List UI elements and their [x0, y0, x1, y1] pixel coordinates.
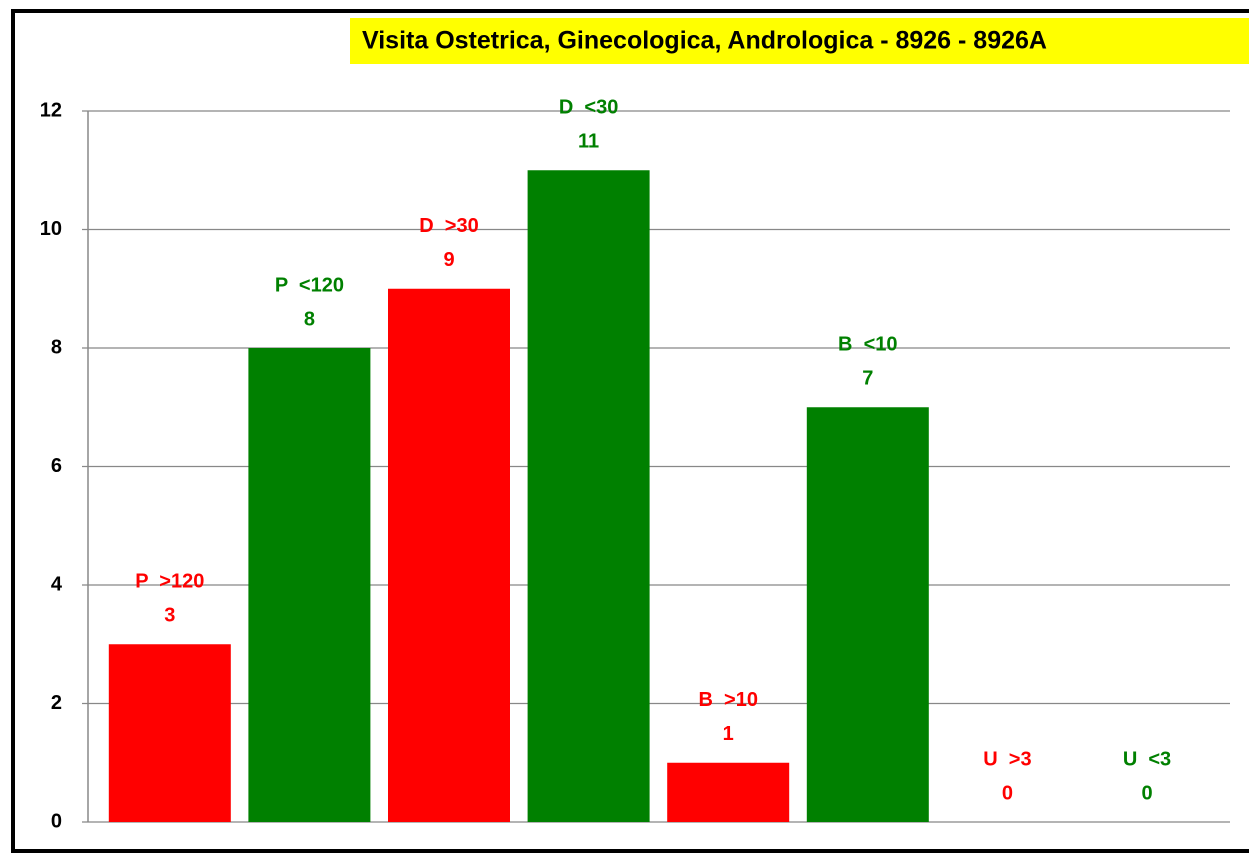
value-label: 11: [578, 131, 599, 153]
y-tick-label: 4: [51, 573, 63, 595]
bar: [108, 644, 231, 822]
bar: [667, 762, 790, 822]
bar: [527, 170, 650, 822]
y-tick-label: 2: [51, 692, 62, 714]
category-label: B <10: [838, 334, 897, 356]
y-tick-label: 12: [40, 99, 62, 121]
category-label: U <3: [1123, 748, 1171, 770]
category-label: D <30: [559, 97, 618, 119]
value-label: 0: [1002, 782, 1013, 804]
value-label: 1: [723, 723, 734, 745]
category-label: D >30: [419, 215, 478, 237]
bar: [388, 288, 510, 822]
title-background: [350, 18, 1249, 64]
y-tick-label: 6: [51, 455, 62, 477]
chart-title: Visita Ostetrica, Ginecologica, Androlog…: [362, 27, 1047, 55]
value-label: 3: [164, 605, 175, 627]
y-tick-label: 8: [51, 336, 62, 358]
category-label: U >3: [983, 748, 1031, 770]
category-label: P <120: [275, 274, 344, 296]
value-label: 7: [862, 368, 873, 390]
y-tick-label: 0: [51, 810, 62, 832]
y-tick-label: 10: [40, 218, 62, 240]
value-label: 8: [304, 308, 315, 330]
category-label: P >120: [135, 571, 204, 593]
bar: [248, 348, 371, 822]
value-label: 9: [443, 249, 454, 271]
bar: [806, 407, 929, 822]
category-label: B >10: [698, 689, 757, 711]
value-label: 0: [1141, 782, 1152, 804]
